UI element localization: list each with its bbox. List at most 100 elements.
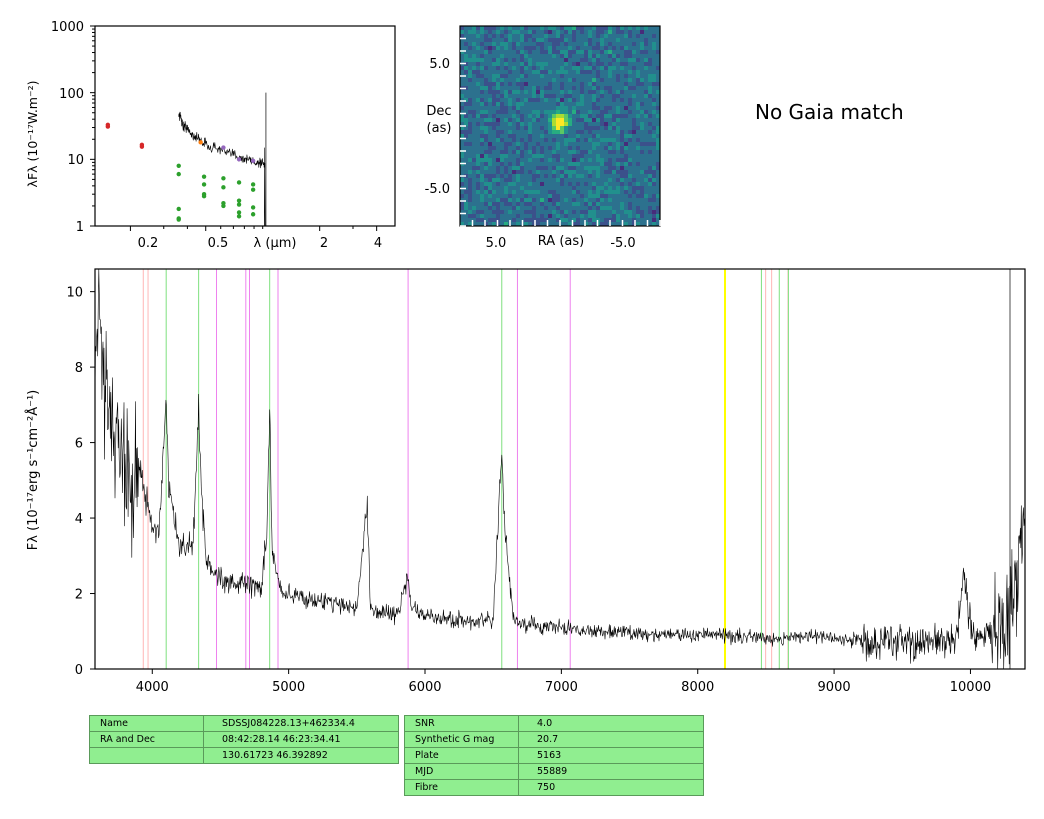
image-pixel <box>624 78 629 83</box>
image-pixel <box>612 74 617 79</box>
image-pixel <box>588 146 593 151</box>
image-pixel <box>556 74 561 79</box>
spectrum-axes-frame <box>94 268 1026 670</box>
image-pixel <box>464 154 469 159</box>
image-pixel <box>500 214 505 219</box>
image-pixel <box>532 198 537 203</box>
image-pixel <box>620 34 625 39</box>
image-pixel <box>628 30 633 35</box>
image-pixel <box>588 34 593 39</box>
image-pixel <box>592 114 597 119</box>
image-pixel <box>544 146 549 151</box>
image-pixel <box>468 194 473 199</box>
image-pixel <box>624 74 629 79</box>
image-pixel <box>628 138 633 143</box>
image-pixel <box>656 66 661 71</box>
image-pixel <box>556 162 561 167</box>
image-pixel <box>580 78 585 83</box>
image-pixel <box>496 134 501 139</box>
image-pixel <box>568 218 573 223</box>
image-pixel <box>524 222 529 227</box>
image-pixel <box>520 222 525 227</box>
image-pixel <box>552 134 557 139</box>
image-pixel <box>492 170 497 175</box>
image-pixel <box>460 134 465 139</box>
image-pixel <box>484 202 489 207</box>
image-pixel <box>472 98 477 103</box>
image-pixel <box>620 130 625 135</box>
image-pixel <box>608 38 613 43</box>
image-pixel <box>508 130 513 135</box>
image-pixel <box>520 142 525 147</box>
image-pixel <box>648 158 653 163</box>
image-pixel <box>512 54 517 59</box>
image-pixel <box>648 218 653 223</box>
image-pixel <box>580 74 585 79</box>
image-pixel <box>476 46 481 51</box>
image-pixel <box>576 34 581 39</box>
image-pixel <box>488 90 493 95</box>
image-pixel <box>612 190 617 195</box>
image-pixel <box>476 66 481 71</box>
image-pixel <box>656 146 661 151</box>
image-pixel <box>600 130 605 135</box>
image-pixel <box>472 190 477 195</box>
image-pixel <box>584 42 589 47</box>
image-pixel <box>620 50 625 55</box>
image-pixel <box>572 182 577 187</box>
image-pixel <box>504 34 509 39</box>
image-pixel <box>636 158 641 163</box>
image-pixel <box>652 70 657 75</box>
image-pixel <box>636 222 641 227</box>
image-pixel <box>520 50 525 55</box>
image-pixel <box>516 58 521 63</box>
image-pixel <box>488 122 493 127</box>
sed-point <box>201 182 207 187</box>
image-pixel <box>464 158 469 163</box>
image-pixel <box>548 150 553 155</box>
image-pixel <box>468 110 473 115</box>
image-pixel <box>552 50 557 55</box>
image-pixel <box>652 142 657 147</box>
image-pixel <box>460 90 465 95</box>
image-pixel <box>476 206 481 211</box>
image-pixel <box>548 162 553 167</box>
image-pixel <box>544 210 549 215</box>
image-pixel <box>564 50 569 55</box>
image-pixel <box>480 218 485 223</box>
image-pixel <box>588 118 593 123</box>
image-pixel <box>536 222 541 227</box>
image-pixel <box>656 186 661 191</box>
image-pixel <box>520 126 525 131</box>
image-pixel <box>652 134 657 139</box>
image-pixel <box>536 182 541 187</box>
image-pixel <box>496 174 501 179</box>
image-pixel <box>656 214 661 219</box>
image-pixel <box>484 74 489 79</box>
sed-point <box>201 193 207 199</box>
image-pixel <box>572 58 577 63</box>
image-pixel <box>580 174 585 179</box>
image-pixel <box>472 170 477 175</box>
image-pixel <box>532 138 537 143</box>
image-pixel <box>648 186 653 191</box>
image-pixel <box>500 190 505 195</box>
image-pixel <box>520 178 525 183</box>
image-pixel <box>588 138 593 143</box>
image-pixel <box>564 134 569 139</box>
image-pixel <box>632 174 637 179</box>
image-pixel <box>612 218 617 223</box>
image-pixel <box>504 210 509 215</box>
image-pixel <box>564 170 569 175</box>
image-pixel <box>460 94 465 99</box>
image-pixel <box>484 170 489 175</box>
image-pixel <box>504 94 509 99</box>
image-pixel <box>580 218 585 223</box>
image-pixel <box>568 154 573 159</box>
image-pixel <box>536 54 541 59</box>
sed-point <box>176 206 181 212</box>
image-pixel <box>616 218 621 223</box>
image-pixel <box>516 94 521 99</box>
image-pixel <box>568 46 573 51</box>
info-table-right: SNR 4.0 Synthetic G mag 20.7 Plate 5163 … <box>404 715 704 796</box>
